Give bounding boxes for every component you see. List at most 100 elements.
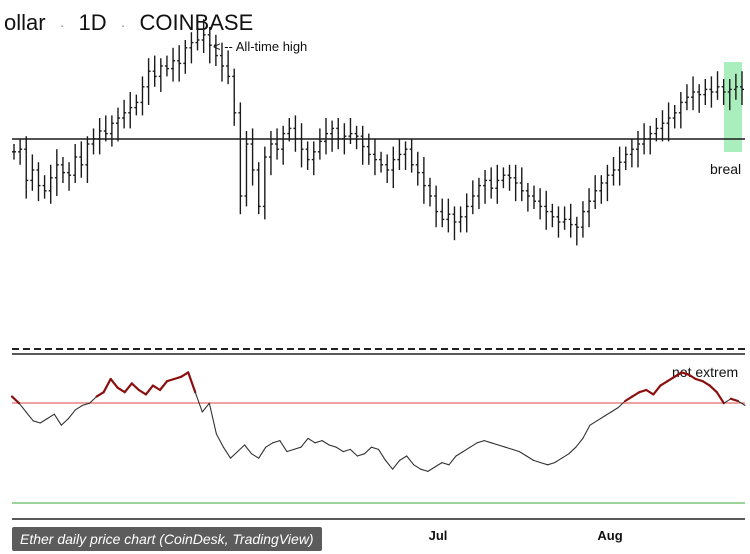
price-candle xyxy=(495,164,500,204)
oscillator-segment xyxy=(151,384,162,392)
price-candle xyxy=(629,138,634,168)
oscillator-segment xyxy=(497,444,506,448)
oscillator-segment xyxy=(708,384,718,394)
oscillator-segment xyxy=(680,371,690,376)
price-candle xyxy=(452,206,457,241)
oscillator-segment xyxy=(356,453,365,457)
oscillator-segment xyxy=(194,391,203,413)
title-separator-2: · xyxy=(121,17,126,33)
oscillator-segment xyxy=(547,462,556,466)
price-candle xyxy=(519,167,524,202)
price-candle xyxy=(623,146,628,170)
oscillator-segment xyxy=(377,448,387,461)
price-candle xyxy=(574,216,579,246)
price-candle xyxy=(299,123,304,168)
price-candle xyxy=(281,125,286,165)
oscillator-segment xyxy=(561,453,570,459)
price-candle xyxy=(727,79,732,111)
price-candle xyxy=(109,115,114,147)
timeframe-label: 1D xyxy=(79,10,107,35)
price-candle xyxy=(171,47,176,82)
price-candle xyxy=(513,164,518,202)
oscillator-segment xyxy=(448,455,457,466)
oscillator-segment xyxy=(158,380,169,392)
oscillator-segment xyxy=(638,388,648,394)
price-candle xyxy=(97,118,102,155)
oscillator-segment xyxy=(701,380,711,387)
oscillator-segment xyxy=(39,418,48,424)
price-candle xyxy=(421,157,426,204)
oscillator-segment xyxy=(53,413,62,426)
price-candle xyxy=(605,164,610,202)
symbol-fragment: ollar xyxy=(4,10,46,35)
oscillator-segment xyxy=(88,396,98,404)
price-candle xyxy=(220,42,224,82)
price-candle xyxy=(464,193,469,233)
oscillator-segment xyxy=(715,391,725,405)
price-candle xyxy=(48,164,53,204)
price-candle xyxy=(30,154,35,191)
oscillator-segment xyxy=(201,402,210,413)
oscillator-segment xyxy=(173,375,183,381)
price-candle xyxy=(660,110,665,142)
oscillator-segment xyxy=(589,420,598,426)
price-candle xyxy=(385,154,390,183)
oscillator-segment xyxy=(335,446,344,453)
price-candle xyxy=(134,94,139,116)
price-candle xyxy=(287,118,292,142)
oscillator-segment xyxy=(208,402,217,435)
price-candle xyxy=(189,32,194,64)
price-candle xyxy=(672,105,677,129)
oscillator-segment xyxy=(596,415,605,422)
price-candle xyxy=(103,115,108,142)
oscillator-segment xyxy=(469,442,478,448)
oscillator-segment xyxy=(251,453,260,459)
price-candle xyxy=(207,27,212,64)
price-candle xyxy=(366,133,371,165)
oscillator-segment xyxy=(624,395,634,403)
title-separator-1: · xyxy=(60,17,65,33)
oscillator-segment xyxy=(349,448,358,457)
price-candle xyxy=(434,185,439,228)
oscillator-segment xyxy=(74,404,84,411)
price-candle xyxy=(415,151,420,186)
price-candle xyxy=(428,177,432,207)
price-candle xyxy=(311,141,316,176)
oscillator-segment xyxy=(737,400,746,406)
oscillator-segment xyxy=(300,437,309,448)
price-candle xyxy=(336,118,341,150)
oscillator-segment xyxy=(455,451,464,457)
oscillator-segment xyxy=(229,451,239,459)
price-candle xyxy=(122,99,127,129)
oscillator-segment xyxy=(18,402,27,413)
price-candle xyxy=(183,40,188,74)
oscillator-segment xyxy=(46,413,55,420)
oscillator-segment xyxy=(462,446,471,453)
oscillator-segment xyxy=(673,371,683,378)
price-candle xyxy=(250,128,255,186)
oscillator-segment xyxy=(525,455,535,461)
oscillator-segment xyxy=(116,386,126,394)
oscillator-segment xyxy=(575,437,584,448)
oscillator-segment xyxy=(32,420,41,424)
price-candle xyxy=(275,128,280,160)
price-candle xyxy=(568,203,573,238)
breakout-label: breal xyxy=(710,161,741,177)
oscillator-segment xyxy=(180,371,190,378)
oscillator-segment xyxy=(236,444,246,453)
oscillator-segment xyxy=(420,468,429,472)
price-candle xyxy=(12,144,16,160)
price-candle xyxy=(703,79,708,105)
price-candle xyxy=(483,170,488,204)
price-candle xyxy=(152,55,157,87)
price-candle xyxy=(654,118,659,142)
oscillator-segment xyxy=(392,459,401,470)
x-tick-label: Aug xyxy=(597,528,622,543)
price-candle xyxy=(678,92,683,129)
price-candle xyxy=(440,198,445,228)
price-candle xyxy=(213,34,218,66)
price-candle xyxy=(60,157,65,183)
price-candle xyxy=(116,107,120,142)
price-candle xyxy=(158,58,163,92)
oscillator-line xyxy=(10,371,746,472)
